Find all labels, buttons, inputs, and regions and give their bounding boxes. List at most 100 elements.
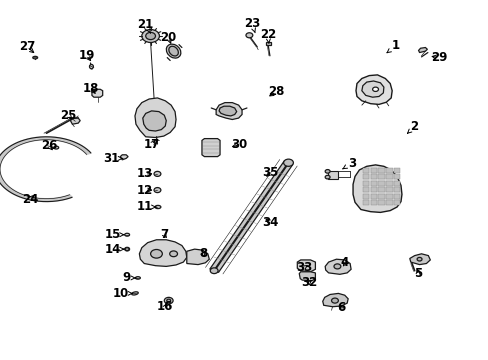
Bar — [386, 174, 392, 179]
Circle shape — [333, 264, 340, 269]
Text: 3: 3 — [342, 157, 355, 170]
Bar — [378, 168, 384, 173]
Ellipse shape — [124, 233, 129, 236]
Polygon shape — [142, 111, 166, 131]
Circle shape — [372, 87, 378, 91]
Polygon shape — [139, 240, 186, 266]
Text: 1: 1 — [386, 39, 399, 53]
Bar — [393, 187, 400, 192]
Circle shape — [142, 30, 159, 42]
Circle shape — [331, 298, 338, 303]
Text: 32: 32 — [300, 276, 317, 289]
Text: 25: 25 — [60, 109, 77, 122]
Text: 12: 12 — [136, 184, 153, 197]
Polygon shape — [92, 89, 102, 97]
Polygon shape — [322, 293, 347, 307]
Ellipse shape — [155, 205, 161, 209]
Bar — [378, 194, 384, 199]
Text: 31: 31 — [103, 152, 122, 165]
Polygon shape — [186, 249, 209, 265]
Bar — [378, 174, 384, 179]
Bar — [393, 168, 400, 173]
Bar — [378, 181, 384, 186]
Text: 34: 34 — [262, 216, 278, 229]
Polygon shape — [135, 98, 176, 138]
Polygon shape — [352, 165, 401, 212]
Text: 11: 11 — [136, 201, 156, 213]
Bar — [393, 194, 400, 199]
Bar — [393, 181, 400, 186]
Ellipse shape — [33, 57, 38, 59]
Text: 35: 35 — [262, 166, 278, 179]
Text: 15: 15 — [104, 228, 123, 241]
Bar — [265, 42, 270, 45]
Bar — [386, 200, 392, 205]
Bar — [393, 174, 400, 179]
Bar — [386, 194, 392, 199]
Bar — [386, 187, 392, 192]
Circle shape — [125, 248, 129, 251]
Polygon shape — [216, 103, 242, 120]
Text: 5: 5 — [413, 267, 421, 280]
Bar — [362, 168, 368, 173]
Bar — [370, 174, 376, 179]
Circle shape — [169, 251, 177, 257]
Bar — [370, 181, 376, 186]
Ellipse shape — [124, 247, 129, 251]
Ellipse shape — [168, 46, 178, 56]
Circle shape — [164, 297, 173, 304]
Bar — [378, 200, 384, 205]
Text: 17: 17 — [143, 138, 160, 151]
Ellipse shape — [54, 146, 59, 149]
Text: 2: 2 — [407, 120, 418, 133]
Text: 29: 29 — [430, 51, 447, 64]
Text: 30: 30 — [231, 138, 247, 151]
Polygon shape — [70, 118, 80, 124]
Bar — [362, 194, 368, 199]
Bar — [362, 200, 368, 205]
Text: 27: 27 — [19, 40, 35, 53]
Ellipse shape — [89, 64, 93, 69]
Bar — [393, 200, 400, 205]
Circle shape — [210, 268, 218, 274]
Polygon shape — [297, 260, 315, 272]
Text: 24: 24 — [22, 193, 39, 206]
Bar — [378, 187, 384, 192]
Text: 23: 23 — [243, 17, 260, 33]
Bar — [362, 181, 368, 186]
Text: 33: 33 — [295, 261, 312, 274]
Text: 26: 26 — [41, 139, 57, 152]
Bar — [370, 194, 376, 199]
Text: 14: 14 — [104, 243, 123, 256]
Text: 16: 16 — [157, 300, 173, 313]
Circle shape — [154, 171, 161, 176]
Circle shape — [416, 257, 421, 261]
Circle shape — [166, 299, 170, 302]
Polygon shape — [0, 137, 91, 202]
Circle shape — [154, 188, 161, 193]
Circle shape — [245, 33, 252, 38]
Polygon shape — [355, 75, 391, 104]
Text: 19: 19 — [79, 49, 95, 62]
Polygon shape — [120, 155, 128, 160]
Polygon shape — [418, 48, 427, 53]
Polygon shape — [325, 259, 350, 274]
Polygon shape — [327, 171, 338, 179]
Bar — [370, 168, 376, 173]
Polygon shape — [202, 139, 220, 157]
Bar — [362, 174, 368, 179]
Text: 6: 6 — [337, 301, 345, 314]
Circle shape — [145, 32, 155, 40]
Ellipse shape — [135, 276, 140, 279]
Text: 21: 21 — [137, 18, 154, 33]
Text: 20: 20 — [160, 31, 177, 44]
Text: 4: 4 — [340, 256, 348, 269]
Circle shape — [325, 175, 329, 179]
Bar — [370, 187, 376, 192]
Text: 28: 28 — [267, 85, 284, 98]
Polygon shape — [409, 254, 429, 265]
Circle shape — [283, 159, 293, 166]
Text: 10: 10 — [113, 287, 132, 300]
Ellipse shape — [166, 44, 181, 58]
Text: 7: 7 — [160, 228, 168, 241]
